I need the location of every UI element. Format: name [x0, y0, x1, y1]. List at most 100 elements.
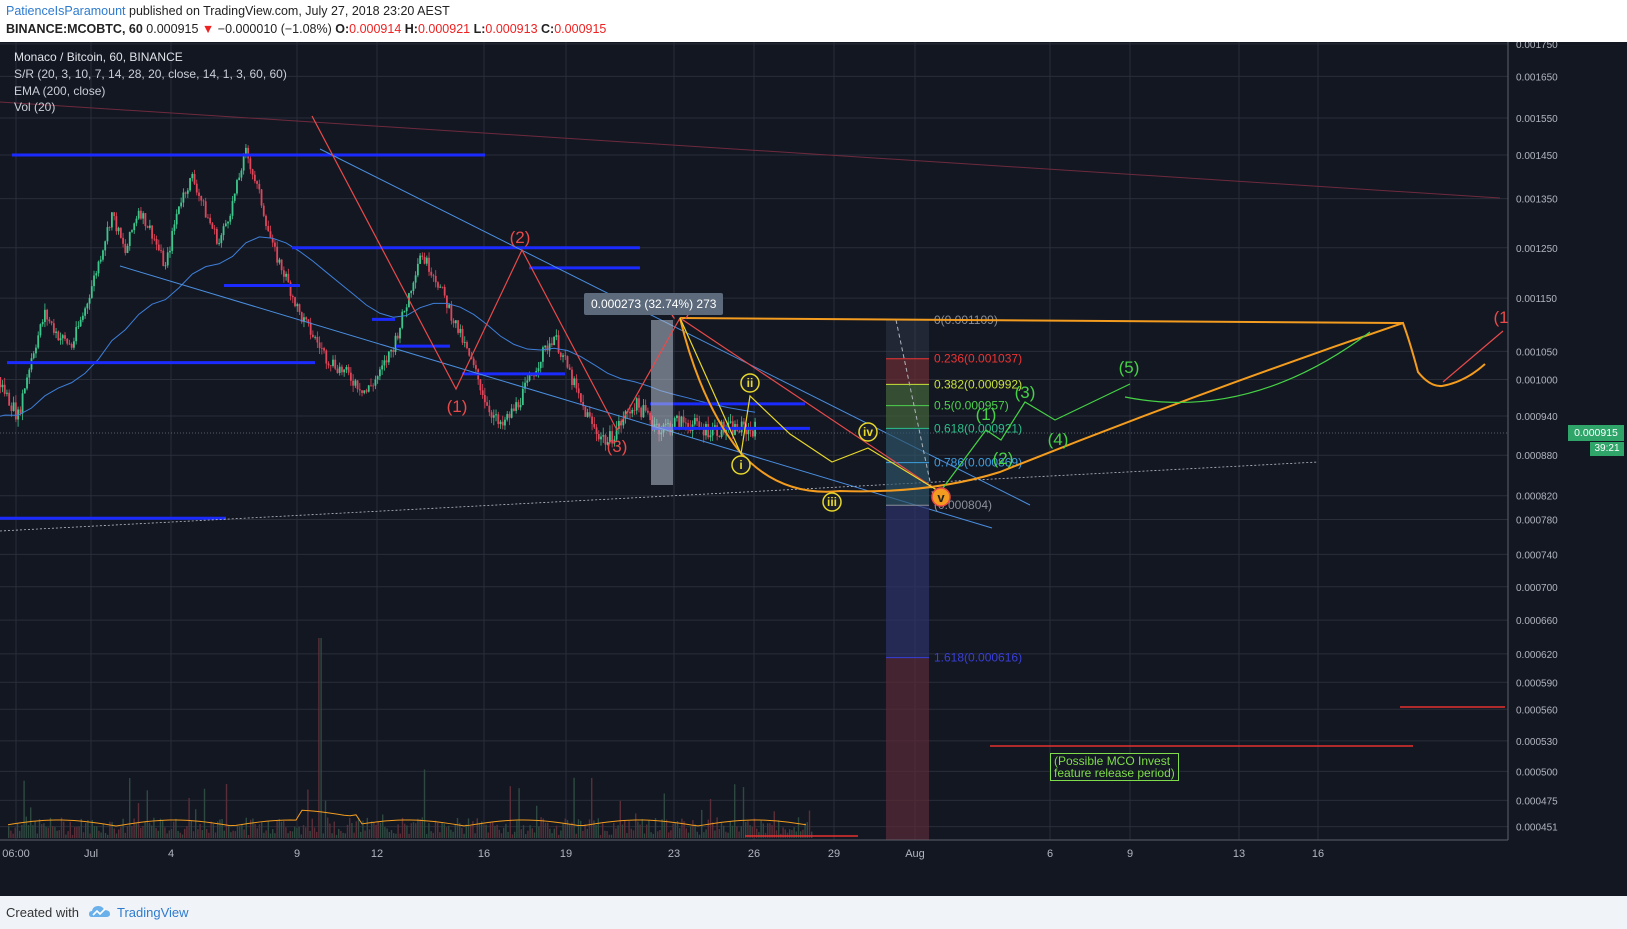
candle-body [649, 412, 652, 420]
price-value: 0.000915 [146, 22, 199, 36]
candle-body [274, 242, 276, 247]
tradingview-link[interactable]: TradingView [117, 905, 189, 920]
candle-body [37, 335, 40, 348]
candle-body [539, 361, 542, 369]
candle-body [526, 380, 529, 383]
volume-bar [126, 826, 129, 838]
candle-body [236, 180, 238, 194]
volume-bar [245, 817, 247, 838]
volume-bar [258, 824, 261, 838]
y-tick-label: 0.000780 [1516, 516, 1558, 527]
vol-indicator-label[interactable]: Vol (20) [14, 100, 56, 114]
candle-body [716, 425, 719, 436]
volume-bar [542, 818, 544, 838]
candle-body [544, 345, 547, 348]
candle-body [468, 348, 471, 356]
candle-body [738, 430, 741, 433]
candle-body [48, 319, 51, 322]
volume-bar [619, 800, 621, 838]
volume-bar [456, 817, 459, 838]
candle-body [548, 343, 551, 351]
candle-body [233, 193, 236, 201]
candle-body [26, 377, 28, 389]
candle-body [486, 402, 488, 406]
wave-label-projection: (1) [976, 405, 997, 424]
volume-bar [714, 830, 716, 838]
candle-body [622, 418, 625, 426]
candle-body [93, 275, 95, 287]
published-text: published on TradingView.com, July 27, 2… [129, 4, 450, 18]
volume-bar [692, 820, 694, 838]
candle-body [416, 263, 419, 276]
volume-bar [503, 827, 505, 838]
volume-bar [533, 832, 536, 838]
volume-bar [157, 830, 159, 838]
candle-body [475, 365, 477, 370]
price-axis-bg [1508, 42, 1627, 896]
volume-bar [613, 822, 615, 838]
volume-bar [170, 829, 173, 838]
volume-bar [494, 825, 496, 838]
volume-bar [742, 787, 745, 838]
low-label: L: [473, 22, 486, 36]
price-chart[interactable]: 0(0.001109)0.236(0.001037)0.382(0.000992… [0, 42, 1627, 896]
volume-bar [287, 833, 289, 838]
volume-bar [441, 822, 443, 838]
volume-bar [377, 821, 379, 838]
candle-body [3, 384, 6, 394]
volume-bar [102, 823, 104, 838]
wave-label-projection: (1 [1493, 308, 1508, 327]
volume-bar [355, 821, 357, 838]
volume-bar [93, 826, 96, 838]
volume-bar [269, 833, 272, 838]
volume-bar [151, 825, 153, 838]
candle-body [383, 360, 386, 366]
candle-body [193, 174, 196, 184]
volume-bar [562, 823, 564, 838]
volume-bar [426, 833, 428, 838]
x-tick-label: 16 [1312, 848, 1324, 860]
volume-bar [155, 827, 157, 838]
volume-bar [718, 829, 720, 838]
volume-bar [740, 826, 742, 838]
candle-body [528, 375, 531, 381]
candle-body [343, 369, 346, 373]
volume-bar [247, 834, 250, 838]
volume-bar [646, 824, 648, 838]
y-tick-label: 0.001000 [1516, 376, 1558, 387]
candle-body [61, 335, 64, 339]
sr-indicator-label[interactable]: S/R (20, 3, 10, 7, 14, 28, 20, close, 14… [14, 67, 287, 81]
volume-bar [307, 789, 309, 838]
ema-indicator-label[interactable]: EMA (200, close) [14, 84, 106, 98]
volume-bar [500, 833, 503, 838]
volume-bar [643, 833, 646, 838]
volume-bar [690, 826, 692, 838]
candle-body [207, 217, 209, 219]
volume-bar [305, 827, 307, 838]
volume-bar [104, 833, 107, 838]
chart-area[interactable]: 0(0.001109)0.236(0.001037)0.382(0.000992… [0, 42, 1627, 896]
candle-body [191, 174, 194, 179]
candle-body [265, 215, 267, 227]
volume-bar [384, 827, 386, 838]
candle-body [633, 409, 636, 411]
volume-bar [654, 818, 657, 838]
volume-bar [720, 822, 723, 838]
candle-body [8, 392, 11, 406]
candle-body [352, 380, 354, 386]
volume-bar [632, 830, 635, 838]
candle-body [173, 224, 176, 231]
candle-body [338, 366, 341, 373]
volume-bar [219, 819, 221, 838]
fib-level-label: 0.786(0.000869) [934, 456, 1022, 470]
y-tick-label: 0.000475 [1516, 796, 1558, 807]
candle-body [153, 238, 156, 240]
volume-bar [52, 826, 54, 838]
author-link[interactable]: PatienceIsParamount [6, 4, 126, 18]
x-tick-label: 4 [168, 848, 174, 860]
y-tick-label: 0.001550 [1516, 114, 1558, 125]
candle-body [419, 255, 421, 264]
candle-body [28, 369, 31, 378]
volume-bar [201, 830, 203, 838]
candle-body [606, 441, 609, 445]
